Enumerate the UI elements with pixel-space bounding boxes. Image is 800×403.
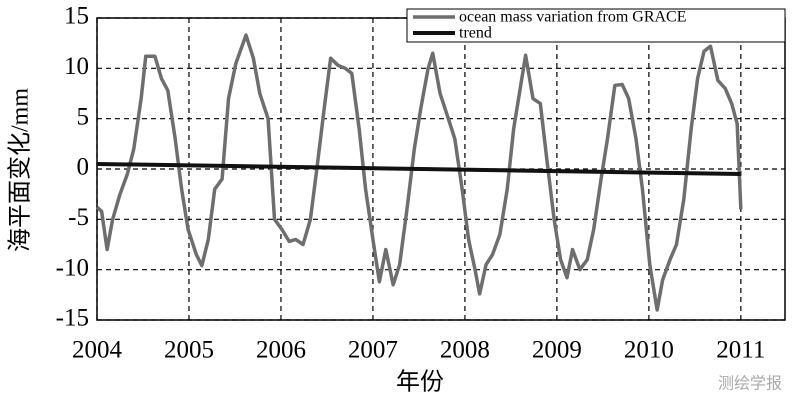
x-tick-label: 2010: [624, 337, 674, 364]
x-tick-label: 2006: [256, 337, 306, 364]
x-tick-label: 2009: [532, 337, 582, 364]
legend-box: [406, 8, 786, 43]
y-tick-label: 0: [77, 154, 90, 181]
y-tick-label: 15: [64, 3, 89, 30]
y-axis-title: 海平面变化/mm: [7, 88, 34, 252]
x-tick-label: 2011: [716, 337, 765, 364]
y-tick-label: -15: [56, 305, 89, 332]
watermark: 测绘学报: [718, 374, 782, 393]
line: [96, 161, 741, 177]
legend-label: trend: [459, 25, 492, 42]
x-axis-title: 年份: [396, 369, 444, 396]
y-tick-label: -5: [68, 204, 89, 231]
x-tick-label: 2004: [72, 337, 123, 364]
y-tick-label: 5: [77, 103, 90, 130]
y-tick-label: -10: [56, 254, 89, 281]
legend-label: ocean mass variation from GRACE: [459, 9, 687, 26]
x-tick-label: 2005: [164, 337, 214, 364]
x-tick-label: 2008: [440, 337, 490, 364]
x-tick-label: 2007: [348, 337, 398, 364]
y-tick-label: 10: [64, 53, 89, 80]
line: [95, 33, 743, 312]
